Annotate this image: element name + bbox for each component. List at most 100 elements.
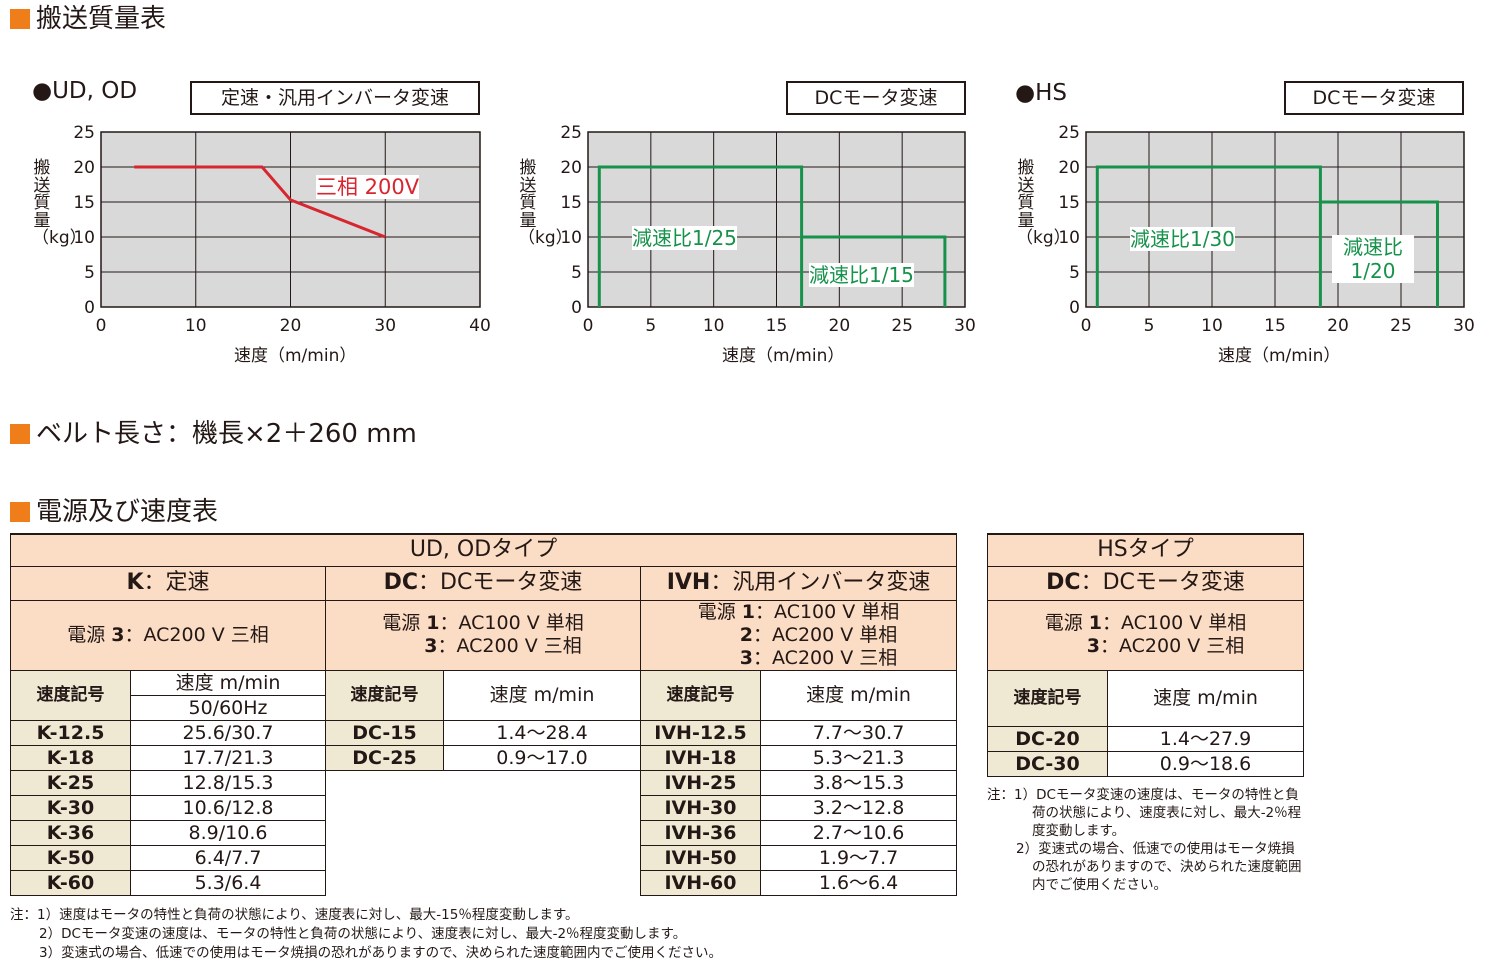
k-speed-value: 17.7/21.3 — [130, 744, 326, 771]
plot-frame — [587, 131, 966, 308]
empty-cell — [444, 820, 641, 845]
series-line-1 — [1095, 165, 1322, 307]
empty-cell — [444, 770, 641, 795]
note-2: 2）DCモータ変速の速度は、モータの特性と負荷の状態により、速度表に対し、最大-… — [39, 926, 687, 942]
y-tick-label: 0 — [84, 298, 95, 318]
k-speed-code: K-30 — [10, 794, 131, 821]
hs-speed-code: DC-30 — [987, 750, 1108, 777]
k-col-code: 速度記号 — [10, 669, 131, 721]
y-tick-label: 10 — [73, 228, 95, 248]
y-tick-label: 20 — [73, 158, 95, 178]
hs-col-speed: 速度 m/min — [1106, 669, 1305, 727]
k-speed-value: 6.4/7.7 — [130, 844, 326, 871]
chart3-ylabel: 搬送質量（kg） — [1016, 158, 1071, 248]
k-speed-value: 10.6/12.8 — [130, 794, 326, 821]
table-row: K-50 6.4/7.7 IVH-50 1.9～7.7 — [10, 844, 958, 871]
dc-speed-value: 1.4～28.4 — [443, 719, 641, 746]
chart1-series-label: 三相 200V — [316, 175, 420, 199]
chart3-series2-label: 減速比1/20 — [1332, 235, 1414, 283]
empty-cell — [326, 795, 444, 820]
ivh-speed-code: IVH-25 — [640, 769, 761, 796]
dc-power: 電源 1：AC100 V 単相 3：AC200 V 三相 — [325, 599, 641, 671]
hs-title: HSタイプ — [986, 533, 1305, 567]
table-row: K-60 5.3/6.4 IVH-60 1.6～6.4 — [10, 869, 958, 896]
ivh-speed-value: 1.6～6.4 — [759, 869, 958, 896]
hs-tag: ●HS — [1015, 80, 1067, 106]
y-tick-label: 0 — [571, 298, 582, 318]
ivh-speed-code: IVH-18 — [640, 744, 761, 771]
series-line-1 — [134, 165, 386, 239]
hs-note-2: 2）変速式の場合、低速での使用はモータ焼損の恐れがありますので、決められた速度範… — [1016, 841, 1302, 893]
ivh-speed-value: 7.7～30.7 — [759, 719, 958, 746]
note-3: 3）変速式の場合、低速での使用はモータ焼損の恐れがありますので、決められた速度範… — [39, 945, 723, 961]
x-tick-label: 10 — [703, 316, 725, 336]
ivh-speed-value: 2.7～10.6 — [759, 819, 958, 846]
dc-col-speed: 速度 m/min — [443, 669, 641, 721]
chart1-mode-label: 定速・汎用インバータ変速 — [190, 81, 480, 115]
ivh-speed-value: 1.9～7.7 — [759, 844, 958, 871]
chart3-mode-label: DCモータ変速 — [1284, 81, 1464, 115]
dc-speed-code: DC-25 — [325, 744, 444, 771]
ivh-col-speed: 速度 m/min — [759, 669, 958, 721]
k-speed-value: 8.9/10.6 — [130, 819, 326, 846]
k-speed-code: K-18 — [10, 744, 131, 771]
x-tick-label: 15 — [766, 316, 788, 336]
x-tick-label: 30 — [954, 316, 976, 336]
section-title-belt-length: ベルト長さ：機長×2＋260 mm — [10, 419, 417, 449]
table-row: DC-30 0.9～18.6 — [987, 750, 1305, 777]
x-tick-label: 5 — [645, 316, 656, 336]
series-line-2 — [1320, 200, 1439, 307]
y-tick-label: 10 — [560, 228, 582, 248]
k-col-speed: 速度 m/min — [130, 669, 326, 696]
y-tick-label: 10 — [1058, 228, 1080, 248]
chart-hs-dc-mass: 0 5 10 15 20 25 30 0 5 10 15 20 25 — [1058, 123, 1474, 336]
orange-square-icon — [10, 424, 30, 444]
y-tick-label: 20 — [1058, 158, 1080, 178]
ivh-col-code: 速度記号 — [640, 669, 761, 721]
empty-cell — [444, 870, 641, 895]
y-tick-label: 5 — [1069, 263, 1080, 283]
chart3-xlabel: 速度（m/min） — [1218, 346, 1341, 366]
y-tick-label: 25 — [560, 123, 582, 143]
empty-cell — [326, 870, 444, 895]
y-tick-label: 20 — [560, 158, 582, 178]
k-speed-code: K-50 — [10, 844, 131, 871]
table-row: K-18 17.7/21.3 DC-25 0.9～17.0 IVH-18 5.3～21.3 — [10, 744, 958, 771]
section-title-power-speed: 電源及び速度表 — [10, 497, 218, 527]
x-tick-label: 25 — [1390, 316, 1412, 336]
x-tick-label: 0 — [1081, 316, 1092, 336]
chart-ud-od-dc-mass: 0 5 10 15 20 25 30 0 5 10 15 20 25 — [560, 123, 975, 336]
hs-speed-value: 0.9～18.6 — [1106, 750, 1305, 777]
x-tick-label: 20 — [280, 316, 302, 336]
chart2-mode-label: DCモータ変速 — [786, 81, 966, 115]
x-tick-label: 0 — [96, 316, 107, 336]
k-col-freq: 50/60Hz — [130, 694, 326, 721]
ivh-speed-code: IVH-60 — [640, 869, 761, 896]
dc-speed-value: 0.9～17.0 — [443, 744, 641, 771]
hs-notes: 注：1）DCモータ変速の速度は、モータの特性と負荷の状態により、速度表に対し、最… — [987, 786, 1305, 894]
hs-dc-header: DC：DCモータ変速 — [986, 565, 1305, 601]
table-row: K-30 10.6/12.8 IVH-30 3.2～12.8 — [10, 794, 958, 821]
y-tick-label: 15 — [560, 193, 582, 213]
y-tick-label: 5 — [571, 263, 582, 283]
hs-power: 電源 1：AC100 V 単相 3：AC200 V 三相 — [986, 599, 1305, 671]
speed-table-hs: HSタイプ DC：DCモータ変速 電源 1：AC100 V 単相 3：AC200 … — [986, 533, 1305, 777]
ivh-speed-code: IVH-36 — [640, 819, 761, 846]
empty-cell — [326, 820, 444, 845]
x-tick-label: 25 — [891, 316, 913, 336]
chart2-xlabel: 速度（m/min） — [722, 346, 845, 366]
k-speed-value: 25.6/30.7 — [130, 719, 326, 746]
section-title-mass-table: 搬送質量表 — [10, 4, 166, 34]
x-tick-label: 30 — [1453, 316, 1475, 336]
table-row: K-36 8.9/10.6 IVH-36 2.7～10.6 — [10, 819, 958, 846]
k-speed-code: K-25 — [10, 769, 131, 796]
x-tick-label: 30 — [374, 316, 396, 336]
y-tick-label: 25 — [73, 123, 95, 143]
ivh-power: 電源 1：AC100 V 単相 2：AC200 V 単相 3：AC200 V 三相 — [639, 599, 958, 671]
empty-cell — [326, 845, 444, 870]
chart2-series2-label: 減速比1/15 — [809, 263, 914, 287]
x-tick-label: 40 — [469, 316, 491, 336]
chart2-series1-label: 減速比1/25 — [632, 226, 737, 250]
orange-square-icon — [10, 502, 30, 522]
x-tick-label: 20 — [1327, 316, 1349, 336]
